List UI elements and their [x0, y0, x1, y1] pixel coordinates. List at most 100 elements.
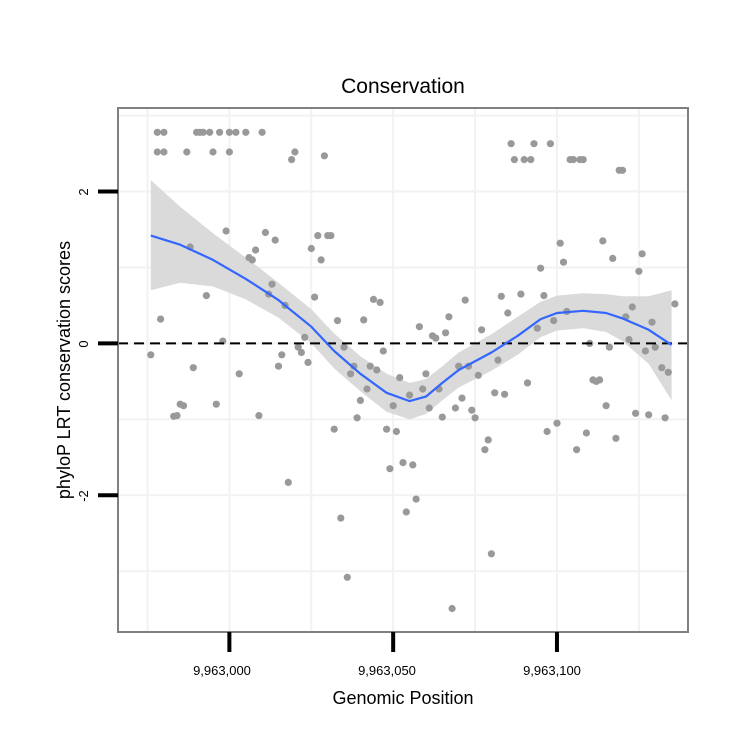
data-point — [419, 385, 427, 393]
data-point — [366, 362, 374, 370]
data-point — [635, 267, 643, 275]
data-point — [550, 317, 558, 325]
data-point — [406, 391, 414, 399]
data-point — [235, 370, 243, 378]
data-point — [399, 459, 407, 467]
data-point — [402, 508, 410, 516]
data-point — [507, 140, 515, 148]
data-point — [160, 128, 168, 136]
data-point — [157, 315, 165, 323]
data-point — [664, 368, 672, 376]
data-point — [360, 316, 368, 324]
data-point — [284, 478, 292, 486]
data-point — [255, 412, 263, 420]
data-point — [337, 514, 345, 522]
data-point — [491, 389, 499, 397]
data-point — [268, 280, 276, 288]
data-point — [373, 366, 381, 374]
data-point — [442, 329, 450, 337]
x-axis-label: Genomic Position — [332, 688, 473, 708]
data-point — [232, 128, 240, 136]
data-point — [396, 374, 404, 382]
data-point — [327, 232, 335, 240]
data-point — [202, 292, 210, 300]
data-point — [612, 434, 620, 442]
data-point — [648, 318, 656, 326]
data-point — [602, 402, 610, 410]
data-point — [225, 148, 233, 156]
smooth-line-layer — [150, 234, 673, 403]
data-point — [569, 156, 577, 164]
panel-border — [117, 107, 689, 633]
data-point — [160, 148, 168, 156]
panel-background — [118, 108, 688, 632]
data-point — [311, 293, 319, 301]
data-point — [183, 148, 191, 156]
data-point — [291, 148, 299, 156]
data-point — [209, 148, 217, 156]
data-point — [605, 343, 614, 351]
data-point — [353, 414, 361, 422]
data-point — [510, 156, 518, 164]
data-point — [216, 128, 224, 136]
plot-panel — [117, 107, 689, 633]
data-point — [189, 364, 197, 372]
y-tick-label-2: 0 — [76, 340, 91, 347]
data-point — [661, 414, 669, 422]
data-point — [658, 364, 666, 372]
data-point — [494, 356, 502, 364]
data-point — [573, 446, 581, 454]
data-point — [173, 412, 181, 420]
confidence-band-layer — [150, 180, 672, 420]
y-tick-label-3: 2 — [76, 188, 91, 195]
data-point — [212, 400, 220, 408]
data-point — [559, 258, 568, 266]
data-point — [609, 254, 617, 262]
data-point — [389, 402, 397, 410]
data-point — [487, 550, 495, 558]
data-point — [618, 166, 627, 174]
data-point — [288, 156, 296, 164]
data-point — [484, 436, 492, 444]
data-point — [320, 152, 328, 160]
data-point — [225, 128, 233, 136]
data-point — [278, 351, 286, 359]
chart-title: Conservation — [341, 75, 465, 98]
data-point — [461, 296, 469, 304]
x-axis: 9,963,000 9,963,050 9,963,100 — [193, 663, 581, 678]
scatter-points-layer — [147, 128, 679, 613]
data-point — [651, 343, 659, 351]
data-point — [304, 358, 312, 366]
data-point — [481, 446, 489, 454]
data-point — [179, 402, 188, 410]
data-point — [314, 232, 322, 240]
y-tick-label-1: -2 — [76, 490, 91, 502]
data-point — [599, 237, 607, 245]
data-point — [206, 128, 214, 136]
data-point — [478, 326, 486, 334]
data-point — [379, 347, 387, 355]
data-point — [520, 156, 528, 164]
data-point — [271, 236, 279, 244]
data-point — [471, 414, 479, 422]
data-point — [330, 425, 338, 433]
data-point — [317, 256, 325, 264]
data-point — [628, 303, 636, 311]
axis-ticks — [98, 189, 559, 652]
data-point — [445, 313, 453, 321]
data-point — [252, 246, 260, 254]
data-point — [641, 347, 650, 355]
data-point — [438, 413, 446, 421]
data-point — [425, 404, 433, 412]
data-point — [671, 300, 679, 308]
data-point — [222, 227, 230, 235]
data-point — [363, 385, 371, 393]
data-point — [412, 495, 420, 503]
data-point — [307, 244, 315, 253]
data-point — [369, 295, 378, 303]
data-point — [517, 290, 525, 298]
data-point — [340, 343, 348, 351]
data-point — [553, 419, 561, 427]
data-point — [523, 379, 532, 387]
data-point — [242, 128, 250, 136]
